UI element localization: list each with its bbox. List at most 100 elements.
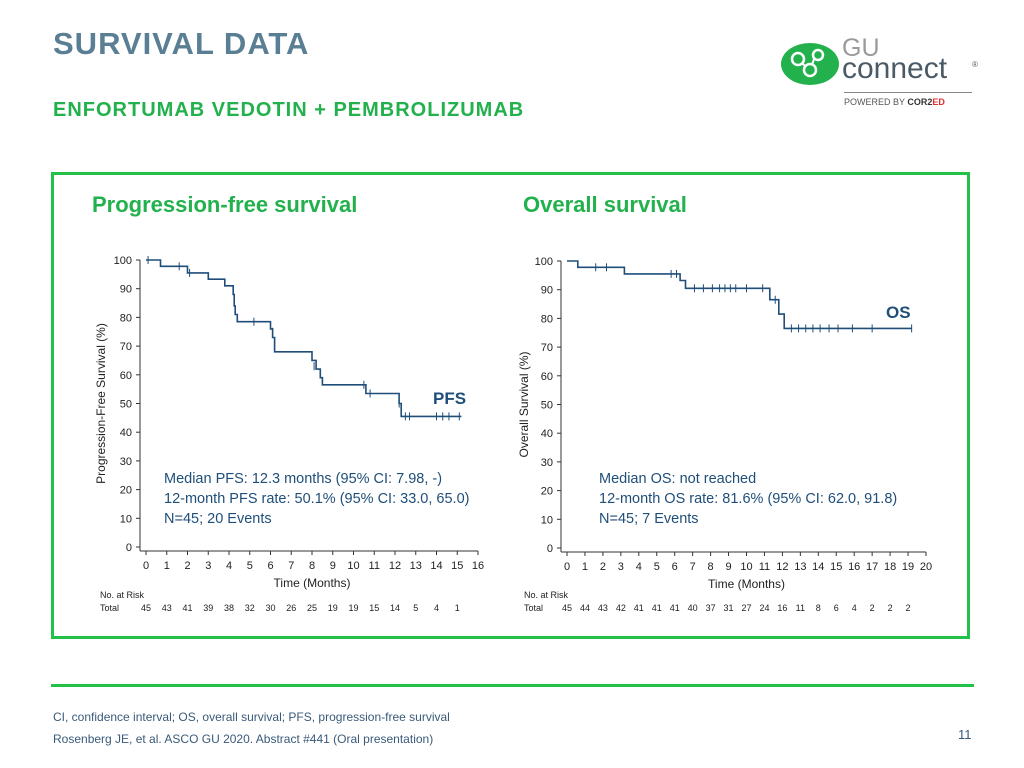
pfs-annotation-line: 12-month PFS rate: 50.1% (95% CI: 33.0, … xyxy=(164,491,469,507)
os-risk-value: 31 xyxy=(724,603,734,613)
logo-powered-brand-suffix: ED xyxy=(932,97,945,107)
os-risk-row-label: Total xyxy=(524,603,543,613)
os-risk-value: 2 xyxy=(870,603,875,613)
os-annotation-line: N=45; 7 Events xyxy=(599,511,699,527)
pfs-risk-value: 39 xyxy=(203,603,213,613)
os-risk-value: 37 xyxy=(706,603,716,613)
slide-title: SURVIVAL DATA xyxy=(53,26,310,61)
os-y-tick-label: 70 xyxy=(541,342,553,354)
logo-connect-text: connect xyxy=(842,52,948,85)
logo-registered-mark: ® xyxy=(972,60,978,69)
footer-divider xyxy=(51,684,974,687)
pfs-risk-header: No. at Risk xyxy=(100,590,145,600)
os-risk-value: 42 xyxy=(616,603,626,613)
pfs-y-tick-label: 80 xyxy=(120,312,132,324)
os-y-axis-title: Overall Survival (%) xyxy=(517,351,531,457)
os-risk-value: 24 xyxy=(759,603,769,613)
pfs-risk-value: 30 xyxy=(265,603,275,613)
pfs-risk-value: 5 xyxy=(413,603,418,613)
pfs-y-axis-title: Progression-Free Survival (%) xyxy=(94,323,108,484)
os-x-tick-label: 1 xyxy=(582,561,588,573)
pfs-survival-curve xyxy=(146,259,462,418)
os-x-tick-label: 6 xyxy=(672,561,678,573)
os-x-tick-label: 8 xyxy=(708,561,714,573)
logo-powered-by: POWERED BY COR2ED xyxy=(844,97,945,107)
pfs-risk-value: 45 xyxy=(141,603,151,613)
pfs-series-label: PFS xyxy=(433,389,466,408)
os-x-tick-label: 4 xyxy=(636,561,642,573)
pfs-risk-value: 25 xyxy=(307,603,317,613)
reference-footnote: Rosenberg JE, et al. ASCO GU 2020. Abstr… xyxy=(53,732,434,746)
pfs-x-tick-label: 3 xyxy=(205,560,211,572)
abbreviations-footnote: CI, confidence interval; OS, overall sur… xyxy=(53,710,450,724)
pfs-risk-value: 19 xyxy=(328,603,338,613)
os-x-tick-label: 0 xyxy=(564,561,570,573)
os-x-tick-label: 9 xyxy=(725,561,731,573)
pfs-x-tick-label: 12 xyxy=(389,560,401,572)
pfs-x-tick-label: 8 xyxy=(309,560,315,572)
os-risk-value: 44 xyxy=(580,603,590,613)
pfs-risk-value: 32 xyxy=(245,603,255,613)
os-y-tick-label: 10 xyxy=(541,514,553,526)
logo-powered-brand: COR2 xyxy=(907,97,933,107)
pfs-risk-value: 43 xyxy=(162,603,172,613)
os-y-tick-label: 60 xyxy=(541,371,553,383)
pfs-y-tick-label: 60 xyxy=(120,370,132,382)
os-risk-value: 6 xyxy=(834,603,839,613)
pfs-y-tick-label: 10 xyxy=(120,513,132,525)
pfs-x-tick-label: 0 xyxy=(143,560,149,572)
os-x-tick-label: 11 xyxy=(759,561,770,573)
os-x-tick-label: 7 xyxy=(690,561,696,573)
pfs-risk-value: 41 xyxy=(182,603,192,613)
pfs-x-tick-label: 11 xyxy=(369,560,380,572)
os-risk-value: 16 xyxy=(777,603,787,613)
os-risk-value: 27 xyxy=(741,603,751,613)
os-x-tick-label: 13 xyxy=(794,561,806,573)
os-x-tick-label: 17 xyxy=(866,561,878,573)
pfs-x-tick-label: 6 xyxy=(267,560,273,572)
logo-divider xyxy=(844,92,972,93)
pfs-x-tick-label: 15 xyxy=(451,560,463,572)
pfs-x-tick-label: 7 xyxy=(288,560,294,572)
os-risk-value: 40 xyxy=(688,603,698,613)
chart-panel xyxy=(51,172,970,639)
os-risk-value: 4 xyxy=(852,603,857,613)
pfs-x-tick-label: 10 xyxy=(347,560,359,572)
pfs-x-tick-label: 2 xyxy=(184,560,190,572)
pfs-x-axis-title: Time (Months) xyxy=(274,576,351,590)
pfs-risk-value: 38 xyxy=(224,603,234,613)
os-x-axis-title: Time (Months) xyxy=(708,577,785,591)
os-series-label: OS xyxy=(886,303,911,322)
pfs-y-tick-label: 70 xyxy=(120,341,132,353)
pfs-y-tick-label: 40 xyxy=(120,427,132,439)
os-risk-value: 45 xyxy=(562,603,572,613)
os-y-tick-label: 100 xyxy=(535,256,553,268)
os-chart-title: Overall survival xyxy=(523,192,687,217)
pfs-y-tick-label: 90 xyxy=(120,284,132,296)
os-y-tick-label: 20 xyxy=(541,486,553,498)
os-x-tick-label: 12 xyxy=(776,561,788,573)
pfs-y-tick-label: 100 xyxy=(114,255,132,267)
pfs-chart-title: Progression-free survival xyxy=(92,192,358,217)
os-annotation-line: 12-month OS rate: 81.6% (95% CI: 62.0, 9… xyxy=(599,491,897,507)
pfs-risk-value: 1 xyxy=(455,603,460,613)
os-x-tick-label: 18 xyxy=(884,561,896,573)
os-y-tick-label: 40 xyxy=(541,428,553,440)
pfs-risk-value: 19 xyxy=(348,603,358,613)
os-x-tick-label: 5 xyxy=(654,561,660,573)
gu-connect-logo: GU connect ® POWERED BY COR2ED xyxy=(780,34,980,114)
pfs-y-tick-label: 20 xyxy=(120,485,132,497)
os-y-tick-label: 50 xyxy=(541,400,553,412)
os-x-tick-label: 16 xyxy=(848,561,860,573)
os-risk-value: 2 xyxy=(906,603,911,613)
os-x-tick-label: 10 xyxy=(740,561,752,573)
pfs-y-tick-label: 0 xyxy=(126,542,132,554)
page-number: 11 xyxy=(958,727,972,742)
gu-connect-logo-mark-icon xyxy=(781,43,839,85)
pfs-y-tick-label: 50 xyxy=(120,399,132,411)
os-risk-value: 2 xyxy=(888,603,893,613)
os-x-tick-label: 20 xyxy=(920,561,932,573)
os-risk-value: 41 xyxy=(634,603,644,613)
pfs-x-tick-label: 14 xyxy=(430,560,442,572)
pfs-x-tick-label: 5 xyxy=(247,560,253,572)
